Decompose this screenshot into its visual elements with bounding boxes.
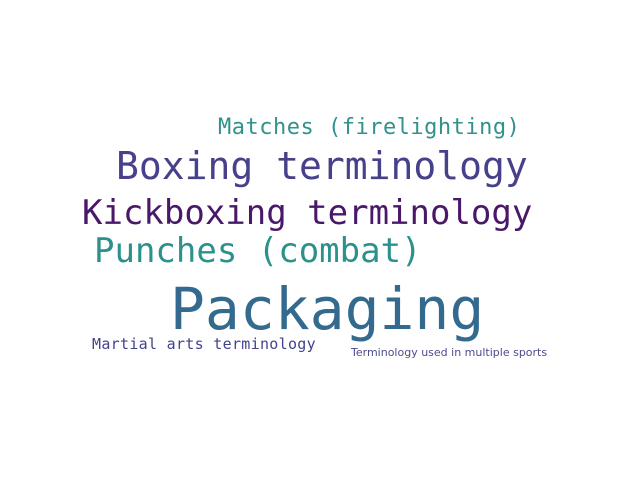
word-packaging: Packaging (170, 275, 485, 343)
word-matches-firelighting: Matches (firelighting) (218, 115, 521, 140)
word-kickboxing-terminology: Kickboxing terminology (82, 193, 533, 233)
word-boxing-terminology: Boxing terminology (116, 144, 528, 188)
word-punches-combat: Punches (combat) (94, 231, 422, 271)
word-martial-arts-terminology: Martial arts terminology (92, 335, 316, 353)
word-terminology-multiple-sports: Terminology used in multiple sports (351, 346, 548, 359)
